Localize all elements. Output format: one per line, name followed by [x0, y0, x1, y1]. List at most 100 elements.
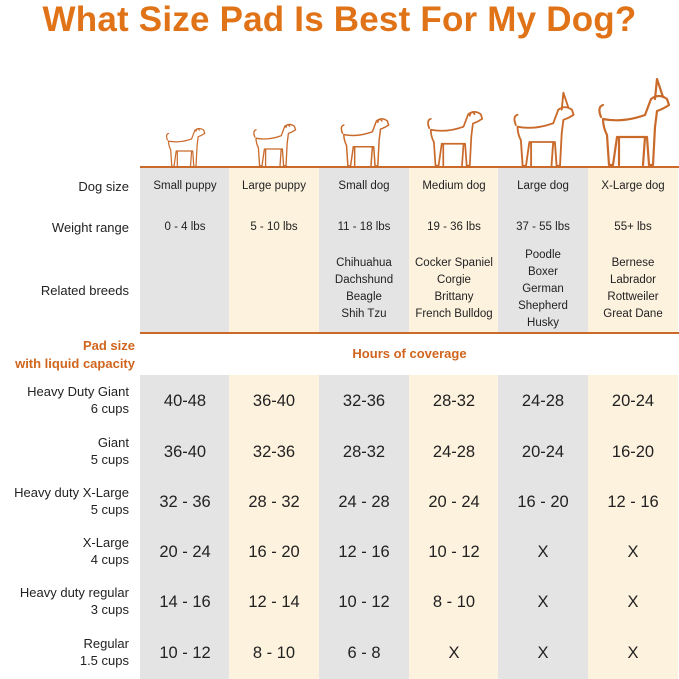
- hours-cell: 24 - 28: [338, 492, 390, 511]
- column-bg-top: [409, 167, 499, 332]
- hours-cell: 10 - 12: [428, 542, 480, 561]
- hours-cell: 40-48: [163, 391, 207, 410]
- small-puppy-icon: [165, 127, 206, 167]
- breed-name: Bernese: [611, 257, 655, 269]
- hours-cell: X: [448, 643, 460, 662]
- hours-cell: 20-24: [521, 442, 565, 461]
- large-dog-icon: [513, 91, 575, 167]
- weight-cell: 37 - 55 lbs: [516, 220, 570, 233]
- pad-label: X-Large 4 cups: [83, 534, 129, 568]
- pad-label: Regular 1.5 cups: [80, 635, 129, 669]
- dog-size-cell: Large puppy: [242, 179, 306, 192]
- hours-cell: 12 - 14: [248, 592, 300, 611]
- breed-name: Dachshund: [334, 274, 394, 286]
- dog-illustrations: [140, 75, 679, 167]
- hours-cell: 16-20: [611, 442, 655, 461]
- column-bg-bottom: [409, 375, 499, 679]
- hours-cell: X: [627, 542, 639, 561]
- hours-cell: 8 - 10: [432, 592, 476, 611]
- xlarge-dog-icon: [598, 77, 671, 167]
- hours-cell: 28-32: [342, 442, 386, 461]
- pad-name: Regular: [83, 636, 129, 651]
- hours-cell: 24-28: [432, 442, 476, 461]
- breeds-cell: [229, 246, 319, 332]
- breed-name: Brittany: [434, 291, 474, 303]
- pad-capacity: 4 cups: [90, 552, 129, 567]
- hours-cell: 20 - 24: [159, 542, 211, 561]
- hours-cell: 12 - 16: [338, 542, 390, 561]
- hours-cell: 16 - 20: [248, 542, 300, 561]
- pad-capacity: 6 cups: [90, 401, 129, 416]
- divider-top: [140, 166, 679, 168]
- pad-label: Heavy duty X-Large 5 cups: [14, 484, 129, 518]
- label-dog-size: Dog size: [78, 179, 129, 194]
- pad-label: Heavy duty regular 3 cups: [20, 584, 129, 618]
- weight-cell: 0 - 4 lbs: [164, 220, 206, 233]
- hours-cell: 32-36: [252, 442, 296, 461]
- hours-cell: 32-36: [342, 391, 386, 410]
- breeds-cell: Poodle Boxer German Shepherd Husky: [498, 246, 588, 332]
- hours-cell: 8 - 10: [252, 643, 296, 662]
- page-title: What Size Pad Is Best For My Dog?: [42, 0, 637, 39]
- hours-cell: 28-32: [432, 391, 476, 410]
- medium-dog-icon: [426, 110, 483, 167]
- breed-name: Cocker Spaniel: [415, 257, 493, 269]
- dog-size-cell: Medium dog: [422, 179, 486, 192]
- breeds-cell: Chihuahua Dachshund Beagle Shih Tzu: [319, 246, 409, 332]
- column-bg-bottom: [498, 375, 588, 679]
- large-puppy-icon: [253, 123, 297, 167]
- hours-cell: 36-40: [163, 442, 207, 461]
- hours-cell: 20-24: [611, 391, 655, 410]
- column-bg-top: [319, 167, 409, 332]
- pad-label: Heavy Duty Giant 6 cups: [27, 383, 129, 417]
- hours-cell: 28 - 32: [248, 492, 300, 511]
- divider-middle: [140, 332, 679, 334]
- column-bg-bottom: [319, 375, 409, 679]
- hours-cell: 12 - 16: [607, 492, 659, 511]
- pad-size-header-line2: with liquid capacity: [15, 356, 135, 371]
- pad-size-header-line1: Pad size: [82, 338, 135, 353]
- weight-cell: 55+ lbs: [614, 220, 652, 233]
- column-bg-top: [588, 167, 678, 332]
- breed-name: German: [522, 282, 564, 295]
- weight-cell: 5 - 10 lbs: [250, 220, 298, 233]
- hours-cell: 36-40: [252, 391, 296, 410]
- pad-label: Giant 5 cups: [91, 434, 129, 468]
- breeds-cell: Bernese Labrador Rottweiler Great Dane: [588, 246, 678, 332]
- dog-size-cell: Small puppy: [153, 179, 217, 192]
- hours-cell: 32 - 36: [159, 492, 211, 511]
- column-bg-bottom: [140, 375, 230, 679]
- pad-name: Giant: [97, 435, 129, 450]
- breeds-cell: [140, 246, 230, 332]
- column-bg-bottom: [588, 375, 678, 679]
- breed-name: Beagle: [346, 291, 382, 303]
- weight-cell: 11 - 18 lbs: [337, 220, 391, 233]
- breed-name: Great Dane: [603, 308, 663, 320]
- dog-size-cell: Large dog: [517, 179, 569, 192]
- small-dog-icon: [340, 117, 390, 167]
- hours-cell: X: [537, 643, 549, 662]
- column-bg-top: [140, 167, 230, 332]
- pad-name: Heavy duty X-Large: [14, 485, 129, 500]
- pad-capacity: 1.5 cups: [79, 653, 129, 668]
- hours-cell: 6 - 8: [347, 643, 381, 662]
- hours-cell: X: [537, 592, 549, 611]
- pad-name: X-Large: [82, 535, 129, 550]
- label-weight-range: Weight range: [51, 220, 129, 235]
- breed-name: Labrador: [609, 274, 657, 286]
- breed-name: Boxer: [527, 265, 559, 278]
- column-bg-bottom: [229, 375, 319, 679]
- hours-cell: 16 - 20: [517, 492, 569, 511]
- hours-cell: 14 - 16: [159, 592, 211, 611]
- weight-cell: 19 - 36 lbs: [427, 220, 481, 233]
- hours-cell: X: [537, 542, 549, 561]
- breed-name: Chihuahua: [336, 257, 392, 269]
- hours-cell: X: [627, 643, 639, 662]
- hours-cell: 10 - 12: [338, 592, 390, 611]
- pad-name: Heavy duty regular: [19, 585, 129, 600]
- pad-name: Heavy Duty Giant: [27, 384, 129, 399]
- hours-header: Hours of coverage: [352, 346, 467, 361]
- breed-name: Rottweiler: [607, 291, 659, 303]
- hours-cell: 24-28: [521, 391, 565, 410]
- breed-name: French Bulldog: [415, 308, 493, 320]
